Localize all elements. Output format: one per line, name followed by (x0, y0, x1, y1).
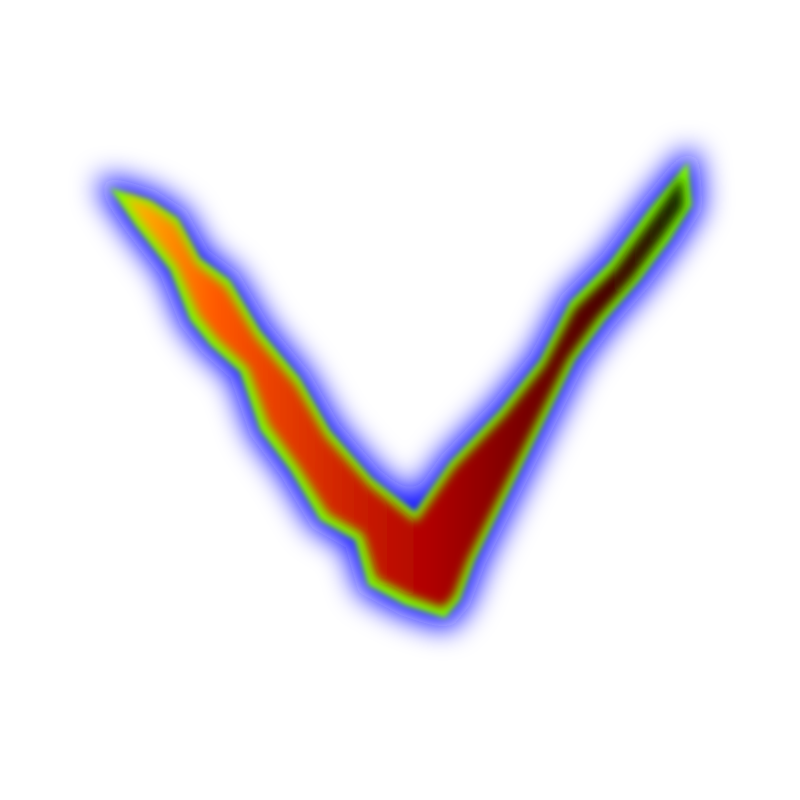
stroke-body (122, 176, 684, 608)
